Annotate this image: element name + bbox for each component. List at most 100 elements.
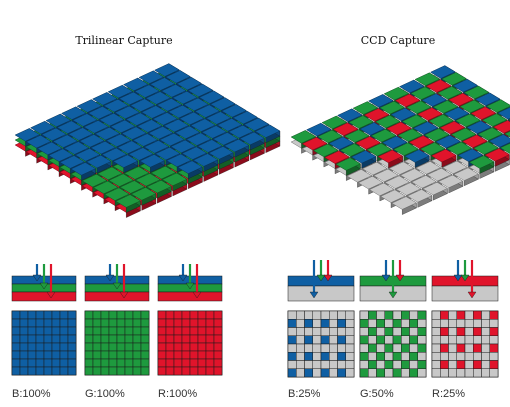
pixel-cell	[440, 319, 449, 328]
pixel-cell	[489, 343, 499, 353]
block-top-face	[373, 168, 399, 183]
block-top-face	[67, 127, 94, 141]
pixel-cell	[464, 343, 474, 353]
block-top-face	[208, 146, 234, 160]
block-top-face	[463, 85, 490, 100]
pixel-cell	[181, 334, 191, 344]
pixel-cell	[320, 368, 330, 378]
pixel-cell	[35, 334, 45, 344]
pixel-cell	[287, 352, 297, 361]
block-top-face	[481, 113, 508, 127]
pixel-cell	[456, 327, 466, 336]
pixel-cell	[392, 319, 402, 328]
pixel-cell	[431, 319, 441, 328]
pixel-cell	[359, 319, 369, 328]
block-top-face	[425, 79, 452, 93]
block-top-face	[386, 121, 412, 136]
pixel-cell	[312, 335, 322, 345]
pixel-cell	[140, 310, 150, 320]
pixel-cell	[173, 310, 183, 320]
pixel-cell	[124, 318, 134, 328]
pixel-cell	[197, 326, 207, 336]
block-top-face	[145, 91, 172, 105]
pixel-cell	[181, 326, 191, 336]
trilinear-green-label: G:100%	[85, 388, 125, 400]
block-top-face	[118, 91, 145, 106]
block-top-face	[404, 149, 430, 163]
block-top-face	[432, 100, 459, 114]
pixel-cell	[100, 310, 110, 320]
block-top-face	[41, 127, 67, 142]
pixel-cell	[124, 326, 134, 336]
block-top-face	[130, 187, 157, 201]
ccd-sensor-illustration	[290, 65, 510, 215]
pixel-cell	[296, 360, 305, 369]
block-top-face	[406, 189, 433, 203]
sensor-substrate	[431, 285, 499, 302]
block-top-face	[397, 128, 423, 142]
pixel-cell	[464, 335, 474, 345]
block-top-face	[108, 173, 135, 187]
block-top-face	[216, 118, 243, 132]
pixel-cell	[100, 358, 110, 368]
pixel-cell	[100, 366, 110, 376]
pixel-cell	[384, 335, 394, 345]
block-top-face	[401, 114, 428, 128]
pixel-cell	[11, 350, 21, 360]
pixel-cell	[108, 318, 118, 328]
ccd-title: CCD Capture	[361, 34, 435, 47]
pixel-cell	[35, 310, 45, 320]
pixel-cell	[43, 318, 53, 328]
block-top-face	[74, 148, 101, 162]
pixel-cell	[124, 358, 134, 368]
block-top-face	[212, 132, 239, 146]
pixel-cell	[417, 360, 427, 369]
light-arrow-head	[192, 291, 202, 299]
block-top-face	[128, 147, 154, 161]
pixel-cell	[132, 350, 142, 360]
light-arrow-head	[460, 274, 470, 282]
pixel-cell	[448, 327, 457, 336]
block-top-face	[83, 120, 110, 134]
block-top-face	[355, 136, 381, 150]
pixel-cell	[431, 343, 441, 353]
block-top-face	[163, 118, 190, 133]
pixel-cell	[189, 334, 199, 344]
pixel-cell	[431, 352, 441, 361]
trilinear-sensor-illustration	[14, 63, 281, 218]
block-top-face	[290, 130, 317, 144]
block-top-face	[92, 92, 118, 106]
pixel-cell	[205, 334, 215, 344]
pixel-cell	[197, 318, 207, 328]
pixel-cell	[481, 343, 490, 353]
block-top-face	[148, 126, 174, 140]
pixel-cell	[376, 310, 385, 320]
pixel-cell	[296, 335, 305, 345]
block-top-face	[159, 132, 185, 147]
block-top-face	[430, 65, 456, 79]
block-top-face	[455, 113, 481, 128]
block-top-face	[359, 122, 386, 136]
block-top-face	[134, 84, 160, 98]
pixel-cell	[401, 319, 410, 328]
pixel-cell	[312, 368, 322, 378]
pixel-cell	[481, 335, 490, 345]
pixel-cell	[312, 352, 322, 361]
pixel-cell	[481, 360, 490, 369]
pixel-cell	[27, 366, 37, 376]
block-top-face	[90, 140, 116, 155]
pixel-cell	[409, 319, 418, 328]
block-top-face	[101, 147, 128, 162]
pixel-cell	[100, 334, 110, 344]
pixel-cell	[165, 366, 175, 376]
block-top-face	[176, 76, 203, 91]
pixel-cell	[304, 310, 313, 320]
pixel-cell	[84, 366, 94, 376]
pixel-cell	[35, 350, 45, 360]
pixel-cell	[59, 310, 69, 320]
pixel-cell	[431, 335, 441, 345]
block-top-face	[437, 174, 464, 189]
block-top-face	[185, 132, 212, 146]
pixel-cell	[312, 343, 322, 353]
pixel-cell	[116, 318, 126, 328]
